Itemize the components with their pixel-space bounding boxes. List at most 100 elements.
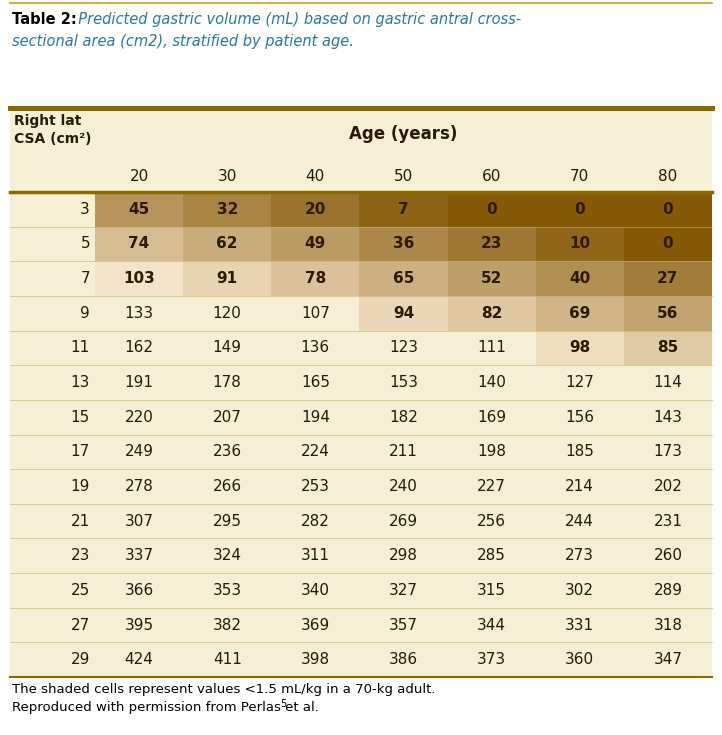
Text: 169: 169	[477, 409, 506, 425]
Text: 94: 94	[393, 306, 414, 320]
Bar	[624, 296, 712, 331]
Text: 62: 62	[217, 237, 238, 251]
Text: 307: 307	[125, 514, 154, 528]
Text: 140: 140	[477, 375, 506, 390]
Bar	[183, 192, 271, 226]
Text: 191: 191	[125, 375, 154, 390]
Text: 30: 30	[217, 168, 237, 184]
Text: 240: 240	[389, 479, 418, 494]
Text: 220: 220	[125, 409, 154, 425]
Text: 198: 198	[477, 445, 506, 459]
Text: 211: 211	[389, 445, 418, 459]
Text: 424: 424	[125, 652, 154, 667]
Text: 0: 0	[487, 202, 497, 217]
Text: 136: 136	[301, 340, 330, 356]
Text: 25: 25	[71, 583, 90, 598]
Text: 120: 120	[213, 306, 242, 320]
Bar	[624, 261, 712, 296]
Text: 227: 227	[477, 479, 506, 494]
Text: 185: 185	[565, 445, 594, 459]
Bar	[271, 192, 360, 226]
Text: 386: 386	[389, 652, 418, 667]
Text: 178: 178	[213, 375, 242, 390]
Text: 340: 340	[301, 583, 330, 598]
Text: 153: 153	[389, 375, 418, 390]
Text: 360: 360	[565, 652, 594, 667]
Text: 411: 411	[213, 652, 242, 667]
Text: 182: 182	[389, 409, 418, 425]
Text: 123: 123	[389, 340, 418, 356]
Text: 337: 337	[124, 548, 154, 563]
Bar	[183, 226, 271, 261]
Text: 266: 266	[213, 479, 242, 494]
Text: 285: 285	[477, 548, 506, 563]
Text: 273: 273	[565, 548, 594, 563]
Bar	[360, 226, 448, 261]
Text: 52: 52	[481, 271, 503, 286]
Bar	[536, 261, 624, 296]
Text: 224: 224	[301, 445, 330, 459]
Text: 13: 13	[71, 375, 90, 390]
Text: 0: 0	[663, 202, 673, 217]
Text: 173: 173	[653, 445, 682, 459]
Text: 3: 3	[80, 202, 90, 217]
Text: 202: 202	[653, 479, 682, 494]
Text: 91: 91	[217, 271, 238, 286]
Text: 0: 0	[663, 237, 673, 251]
Bar	[624, 192, 712, 226]
Bar	[183, 261, 271, 296]
Text: 156: 156	[565, 409, 594, 425]
Bar	[448, 296, 536, 331]
Text: Reproduced with permission from Perlas et al.: Reproduced with permission from Perlas e…	[12, 701, 319, 714]
Text: 357: 357	[389, 617, 418, 633]
Text: 236: 236	[213, 445, 242, 459]
Text: 331: 331	[565, 617, 594, 633]
Text: Age (years): Age (years)	[349, 125, 458, 143]
Text: 56: 56	[657, 306, 679, 320]
Text: 311: 311	[301, 548, 330, 563]
Text: 318: 318	[653, 617, 682, 633]
Bar	[448, 226, 536, 261]
Text: 244: 244	[565, 514, 594, 528]
Text: 278: 278	[125, 479, 154, 494]
Text: 74: 74	[129, 237, 149, 251]
Text: 15: 15	[71, 409, 90, 425]
Text: 327: 327	[389, 583, 418, 598]
Text: 69: 69	[569, 306, 591, 320]
Text: 103: 103	[123, 271, 155, 286]
Text: 10: 10	[569, 237, 591, 251]
Text: 127: 127	[565, 375, 594, 390]
Text: 398: 398	[301, 652, 330, 667]
Text: 49: 49	[305, 237, 326, 251]
Text: 65: 65	[393, 271, 414, 286]
Text: 366: 366	[124, 583, 154, 598]
Text: 82: 82	[481, 306, 503, 320]
Text: 23: 23	[71, 548, 90, 563]
Text: 256: 256	[477, 514, 506, 528]
Bar	[360, 296, 448, 331]
Text: 50: 50	[394, 168, 413, 184]
Text: 23: 23	[481, 237, 503, 251]
Text: 60: 60	[482, 168, 501, 184]
Text: 114: 114	[653, 375, 682, 390]
Text: 107: 107	[301, 306, 330, 320]
Text: 207: 207	[213, 409, 242, 425]
Text: 85: 85	[657, 340, 679, 356]
Text: 17: 17	[71, 445, 90, 459]
Text: The shaded cells represent values <1.5 mL/kg in a 70-kg adult.: The shaded cells represent values <1.5 m…	[12, 683, 435, 696]
Text: sectional area (cm2), stratified by patient age.: sectional area (cm2), stratified by pati…	[12, 34, 354, 49]
Text: CSA (cm²): CSA (cm²)	[14, 132, 92, 146]
Bar	[624, 226, 712, 261]
Bar	[0, 0, 722, 108]
Text: 21: 21	[71, 514, 90, 528]
Text: 324: 324	[213, 548, 242, 563]
Text: 260: 260	[653, 548, 682, 563]
Text: Right lat: Right lat	[14, 114, 82, 128]
Text: 231: 231	[653, 514, 682, 528]
Bar	[536, 192, 624, 226]
Text: 194: 194	[301, 409, 330, 425]
Bar	[360, 261, 448, 296]
Text: 133: 133	[124, 306, 154, 320]
Bar	[360, 192, 448, 226]
Text: 98: 98	[569, 340, 591, 356]
